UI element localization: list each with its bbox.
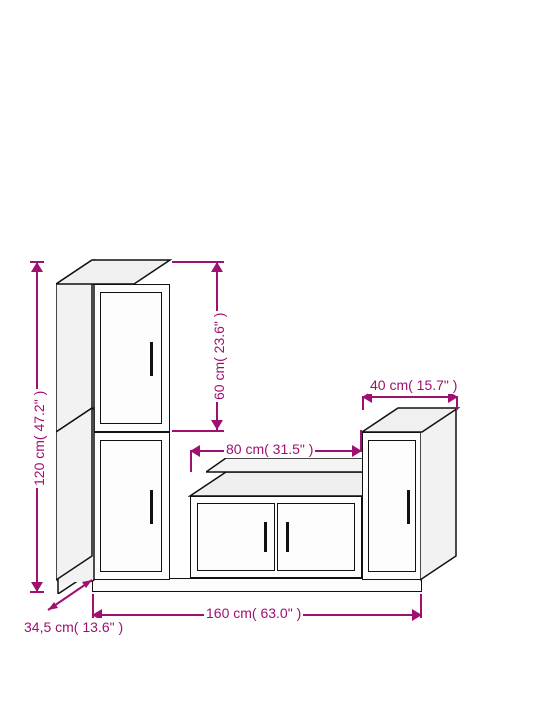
- center-right-handle: [286, 522, 289, 552]
- left-stack-top: [56, 258, 176, 288]
- dim-height-label: 120 cm( 47.2" ): [30, 389, 48, 488]
- dim-right-tick-r: [456, 396, 458, 410]
- dim-upper-arrow-bot: [211, 420, 223, 430]
- dim-upper-arrow-top: [211, 262, 223, 272]
- dim-right-tick-l: [362, 396, 364, 410]
- dim-center-label: 80 cm( 31.5" ): [224, 440, 315, 458]
- dim-width-tick-r: [420, 594, 422, 618]
- dim-width-label: 160 cm( 63.0" ): [204, 604, 303, 622]
- dim-right-line: [362, 396, 458, 398]
- center-left-handle: [264, 522, 267, 552]
- right-handle: [407, 490, 410, 524]
- dim-center-tick-l: [190, 450, 192, 472]
- dim-height-arrow-bot: [31, 582, 43, 592]
- left-stack-side-fix: [56, 260, 98, 582]
- dim-upper-tick-bot: [172, 430, 224, 432]
- right-cabinet-top: [362, 406, 462, 436]
- dim-depth-label: 34,5 cm( 13.6" ): [22, 618, 125, 636]
- diagram-stage: 120 cm( 47.2" ) 60 cm( 23.6" ) 80 cm( 31…: [0, 0, 540, 720]
- dim-center-tick-r: [360, 430, 362, 452]
- dim-upper-label: 60 cm( 23.6" ): [210, 311, 228, 402]
- base-plinth-front: [92, 578, 422, 592]
- left-lower-handle: [150, 490, 153, 524]
- dim-height-arrow-top: [31, 262, 43, 272]
- dim-right-label: 40 cm( 15.7" ): [368, 376, 459, 394]
- dim-depth-line: [44, 574, 104, 614]
- left-upper-handle: [150, 342, 153, 376]
